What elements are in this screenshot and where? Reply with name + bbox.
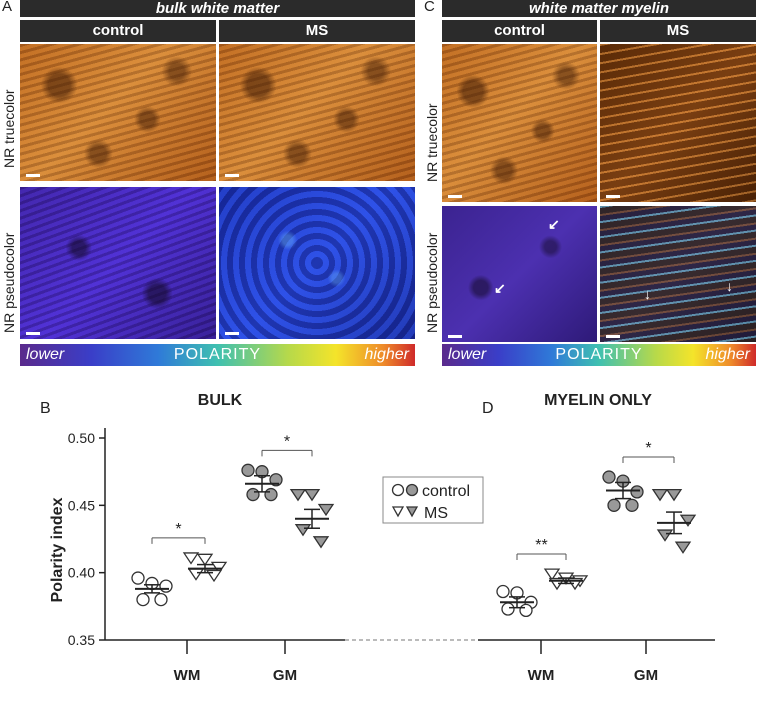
arrow-icon: ↓: [644, 286, 651, 302]
significance-label: *: [645, 440, 651, 457]
data-point-control: [241, 463, 255, 477]
data-point-ms: [312, 536, 330, 549]
data-point-control: [496, 584, 510, 599]
panel-a-col-ms: MS: [219, 20, 415, 42]
data-point-control: [501, 602, 515, 616]
significance-label: **: [535, 537, 547, 554]
polarity-higher-label: higher: [364, 346, 409, 363]
x-tick-label: GM: [634, 667, 658, 684]
data-point-ms: [656, 529, 674, 542]
x-tick-label: GM: [273, 667, 297, 684]
chart-d-title: MYELIN ONLY: [544, 392, 652, 409]
y-tick-label: 0.35: [68, 632, 95, 648]
data-point-control: [264, 487, 278, 502]
scale-bar: [225, 332, 239, 335]
data-point-control: [625, 498, 639, 512]
y-tick-label: 0.50: [68, 430, 95, 446]
data-point-ms: [651, 489, 669, 502]
scale-bar: [26, 332, 40, 335]
polarity-lower-label: lower: [448, 346, 487, 363]
legend-control-label: control: [422, 483, 470, 500]
panel-c-title: white matter myelin: [442, 0, 756, 17]
y-tick-label: 0.45: [68, 497, 95, 513]
data-point-control: [602, 470, 616, 484]
legend-control-open-marker: [391, 483, 405, 497]
row-label-pseudocolor-c: NR pseudocolor: [424, 232, 440, 333]
polarity-lower-label: lower: [26, 346, 65, 363]
x-tick-label: WM: [174, 667, 201, 684]
data-point-control: [607, 498, 621, 512]
data-point-ms: [294, 524, 312, 537]
image-bulk-ms-truecolor: [219, 44, 415, 181]
legend-control-filled-marker: [405, 483, 419, 497]
data-point-ms: [303, 489, 321, 502]
data-point-control: [136, 592, 150, 607]
arrow-icon: ↙: [494, 280, 506, 296]
image-bulk-ms-pseudocolor: [219, 187, 415, 339]
y-axis-label: Polarity index: [49, 497, 66, 602]
scale-bar: [448, 195, 462, 198]
data-point-ms: [543, 568, 561, 581]
data-point-ms: [196, 553, 214, 566]
data-point-control: [519, 603, 533, 618]
polarity-index-charts: B D BULK MYELIN ONLY Polarity index 0.50…: [40, 392, 715, 684]
polarity-label: POLARITY: [555, 346, 643, 363]
data-point-control: [159, 579, 173, 593]
legend-ms-open-marker: [391, 506, 405, 518]
x-tick-label: WM: [528, 667, 555, 684]
arrow-icon: ↙: [548, 216, 560, 232]
polarity-label: POLARITY: [173, 346, 262, 363]
data-point-control: [630, 485, 644, 499]
legend: control MS: [382, 476, 484, 524]
panel-b-letter: B: [40, 400, 51, 417]
data-point-ms: [317, 503, 335, 517]
scale-bar: [606, 195, 620, 198]
data-point-control: [154, 592, 168, 607]
panel-a-letter: A: [2, 0, 13, 15]
significance-label: *: [284, 433, 290, 450]
panel-c-col-control: control: [442, 20, 597, 42]
legend-ms-filled-marker: [405, 506, 419, 518]
image-myelin-control-truecolor: [442, 44, 597, 202]
row-label-truecolor-c: NR truecolor: [424, 103, 440, 182]
data-point-ms: [679, 514, 697, 527]
image-myelin-ms-truecolor: [600, 44, 756, 202]
scale-bar: [26, 174, 40, 177]
legend-ms-label: MS: [424, 505, 448, 522]
image-bulk-control-truecolor: [20, 44, 216, 181]
scale-bar: [606, 335, 620, 338]
significance-label: *: [175, 521, 181, 538]
polarity-colorbar-c: lower POLARITY higher: [442, 344, 756, 366]
panel-a-title: bulk white matter: [20, 0, 415, 17]
row-label-pseudocolor: NR pseudocolor: [1, 232, 17, 333]
data-point-ms: [187, 568, 205, 581]
data-point-ms: [289, 489, 307, 502]
y-tick-label: 0.40: [68, 565, 95, 581]
image-myelin-ms-pseudocolor: ↓ ↓: [600, 206, 756, 342]
image-bulk-control-pseudocolor: [20, 187, 216, 339]
polarity-higher-label: higher: [705, 346, 750, 363]
data-point-ms: [182, 552, 200, 565]
panel-a-col-control: control: [20, 20, 216, 42]
scale-bar: [448, 335, 462, 338]
data-point-control: [269, 473, 283, 487]
chart-b-title: BULK: [198, 392, 243, 409]
data-point-control: [246, 487, 260, 502]
row-label-truecolor: NR truecolor: [1, 89, 17, 168]
panel-d-letter: D: [482, 400, 494, 417]
panel-c-letter: C: [424, 0, 435, 15]
arrow-icon: ↓: [726, 278, 733, 294]
image-myelin-control-pseudocolor: ↙ ↙: [442, 206, 597, 342]
data-point-ms: [665, 489, 683, 502]
panel-c-col-ms: MS: [600, 20, 756, 42]
data-point-ms: [674, 541, 692, 554]
scale-bar: [225, 174, 239, 177]
data-point-control: [131, 571, 145, 585]
polarity-colorbar-a: lower POLARITY higher: [20, 344, 415, 366]
